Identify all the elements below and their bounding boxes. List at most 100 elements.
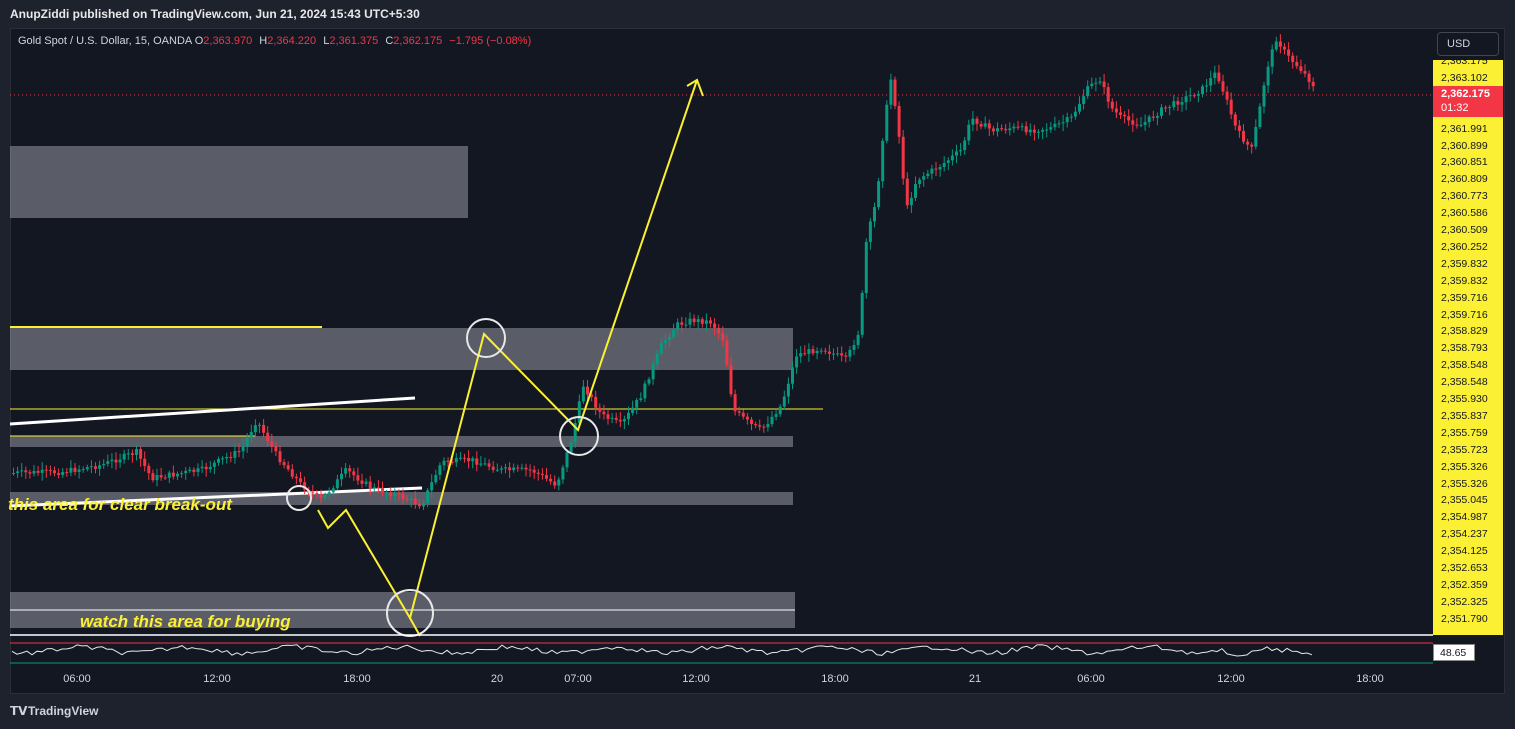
candle-body [1127,116,1131,121]
trendline-lower [9,486,423,508]
candle-body [811,349,815,354]
candle-body [1020,126,1024,128]
candle-body [270,441,274,447]
candle-body [266,432,270,442]
open-label: O [194,35,204,47]
candle-body [684,324,688,326]
candle-body [569,442,573,453]
y-tick-label: 2,361.991 [1441,122,1488,135]
price-axis[interactable]: 2,363.1752,363.1022,362.0892,361.9912,36… [1433,55,1503,635]
candle-body [1078,103,1081,112]
candle-body [1188,95,1192,97]
candle-body [1143,122,1147,125]
candle-body [868,221,872,242]
tradingview-logo-icon: 𝗧𝗩 [10,704,28,718]
candle-body [422,503,425,507]
candle-body [1032,129,1036,133]
candle-body [348,468,352,472]
candle-body [1155,115,1159,118]
candle-body [938,166,942,170]
candle-body [889,79,893,105]
candle-body [836,353,840,355]
candle-body [1295,61,1299,67]
candle-body [1237,125,1241,131]
candle-body [262,424,266,433]
candle-body [639,398,643,401]
candle-body [1041,129,1045,132]
candle-body [754,424,758,426]
candle-body [627,412,630,420]
candle-body [1012,126,1016,129]
candle-body [32,470,36,474]
y-tick-label: 2,351.790 [1441,612,1488,625]
candle-body [327,492,331,495]
close-label: C [385,35,394,47]
y-tick-label: 2,354.125 [1441,545,1488,558]
y-tick-label: 2,363.175 [1441,55,1488,67]
candle-body [340,473,343,480]
candle-body [823,350,827,352]
candle-body [69,467,73,473]
candle-body [803,353,807,355]
candle-body [20,470,24,472]
tradingview-footer[interactable]: 𝗧𝗩TradingView [10,704,98,718]
candle-body [745,416,749,420]
candle-body [1045,129,1049,131]
candle-body [1233,114,1237,126]
candle-body [1000,128,1004,130]
candle-body [959,150,963,152]
candle-body [217,458,220,463]
candle-body [85,467,89,470]
candle-body [471,458,475,462]
candle-body [1123,114,1127,117]
candle-body [799,353,803,357]
candle-body [1172,101,1176,108]
candle-body [1307,73,1311,82]
candle-body [1119,112,1122,115]
candle-body [1102,81,1106,88]
candle-body [1057,123,1061,125]
candle-body [504,467,507,469]
candle-body [184,470,188,474]
candle-body [1258,106,1262,127]
candle-body [709,320,712,324]
candle-body [385,492,389,494]
candle-body [450,461,454,463]
y-tick-label: 2,359.832 [1441,257,1488,270]
candle-body [282,462,286,466]
x-tick-label: 18:00 [1356,673,1384,685]
y-tick-label: 2,355.326 [1441,460,1488,473]
candle-body [1082,96,1086,104]
candle-body [864,241,868,294]
candle-body [176,473,179,477]
candle-body [139,449,143,459]
candle-body [28,472,32,474]
candle-body [143,458,147,466]
candle-body [561,467,565,480]
candle-body [94,466,97,469]
candle-body [926,173,930,177]
candle-body [245,438,249,447]
candle-body [1278,41,1282,47]
candle-body [1213,72,1217,79]
candle-body [397,493,401,495]
candle-body [212,462,216,467]
candle-body [729,364,733,395]
candle-body [200,466,204,469]
y-tick-label: 2,352.653 [1441,562,1488,574]
candle-body [1106,87,1110,102]
candle-body [48,470,52,472]
candle-body [852,345,856,350]
candle-body [844,355,848,357]
candle-body [520,467,524,469]
candle-body [741,412,745,417]
y-tick-label: 2,355.837 [1441,409,1488,422]
candle-body [1250,144,1254,147]
y-tick-label: 2,352.359 [1441,578,1488,591]
candle-body [323,494,327,499]
low-label: L [323,35,330,47]
y-tick-label: 2,358.829 [1441,325,1488,338]
currency-button[interactable]: USD [1437,32,1499,56]
candle-body [1016,126,1020,128]
